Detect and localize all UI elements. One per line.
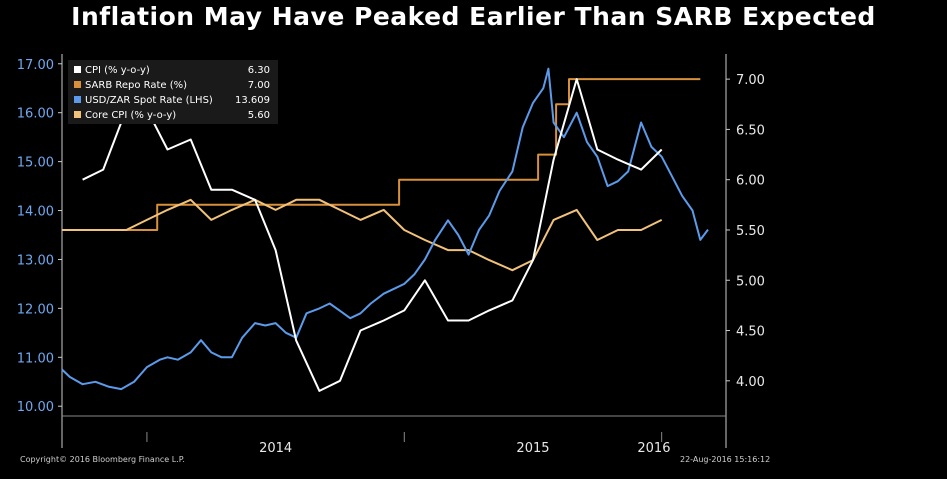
- left-tick-label: 16.00: [17, 107, 54, 122]
- chart-title: Inflation May Have Peaked Earlier Than S…: [71, 2, 876, 31]
- legend-label: SARB Repo Rate (%): [85, 80, 187, 91]
- legend-swatch: [74, 66, 81, 73]
- x-tick-label: 2016: [637, 441, 670, 456]
- left-tick-label: 17.00: [17, 58, 54, 73]
- legend-value: 13.609: [235, 95, 270, 106]
- left-tick-label: 14.00: [17, 205, 54, 220]
- legend-label: Core CPI (% y-o-y): [85, 110, 176, 121]
- legend-value: 6.30: [248, 65, 270, 76]
- right-axis-ticks: 4.00 4.50 5.00 5.50 6.00 6.50 7.00: [726, 73, 765, 390]
- left-tick-label: 11.00: [17, 351, 54, 366]
- legend-box: [68, 60, 278, 124]
- left-axis-ticks: 10.00 11.00 12.00 13.00 14.00 15.00 16.00 17.00: [17, 58, 62, 415]
- legend-value: 5.60: [248, 110, 270, 121]
- series-line-core-cpi-y-o-y: [62, 198, 663, 272]
- left-tick-label: 12.00: [17, 302, 54, 317]
- legend-swatch: [74, 96, 81, 103]
- right-tick-label: 7.00: [736, 73, 765, 88]
- left-tick-label: 13.00: [17, 253, 54, 268]
- right-tick-label: 6.50: [736, 123, 765, 138]
- right-tick-label: 4.00: [736, 375, 765, 390]
- legend-swatch: [74, 81, 81, 88]
- left-tick-label: 15.00: [17, 156, 54, 171]
- x-tick-label: 2014: [259, 441, 292, 456]
- copyright-text: Copyright© 2016 Bloomberg Finance L.P.: [20, 455, 185, 464]
- series-line-cpi-y-o-y: [82, 78, 663, 392]
- x-tick-label: 2015: [516, 441, 549, 456]
- right-tick-label: 5.00: [736, 274, 765, 289]
- right-tick-label: 6.00: [736, 174, 765, 189]
- legend: CPI (% y-o-y) 6.30 SARB Repo Rate (%) 7.00 U…: [68, 60, 278, 124]
- legend-label: CPI (% y-o-y): [85, 65, 150, 76]
- x-axis-ticks: 2014 2015 2016: [146, 432, 670, 456]
- legend-label: USD/ZAR Spot Rate (LHS): [85, 95, 213, 106]
- series-layer: [61, 67, 709, 392]
- left-tick-label: 10.00: [17, 400, 54, 415]
- series-line-usd-zar-spot-rate-lhs: [61, 67, 709, 391]
- chart-area: 10.00 11.00 12.00 13.00 14.00 15.00 16.00 17.00…: [0, 46, 947, 479]
- legend-value: 7.00: [248, 80, 270, 91]
- timestamp-text: 22-Aug-2016 15:16:12: [680, 455, 771, 464]
- legend-swatch: [74, 111, 81, 118]
- right-tick-label: 5.50: [736, 224, 765, 239]
- right-tick-label: 4.50: [736, 325, 765, 340]
